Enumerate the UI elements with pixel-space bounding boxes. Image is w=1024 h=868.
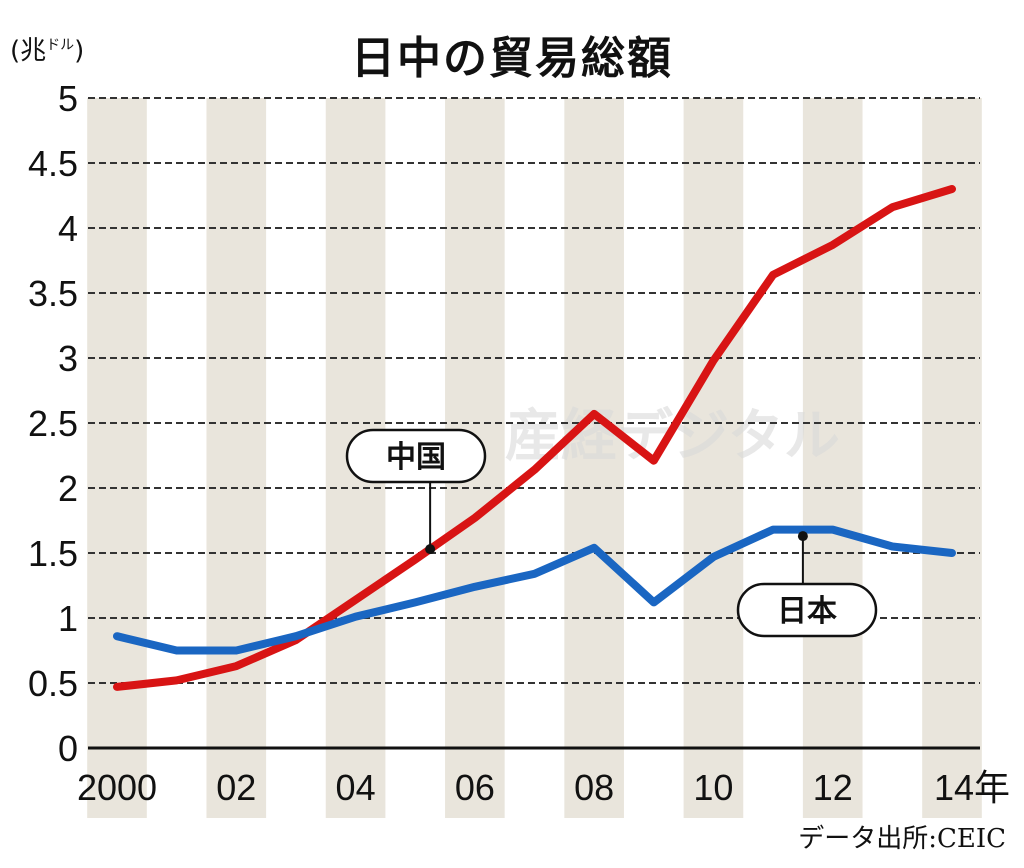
x-tick-label: 02	[216, 767, 256, 808]
y-tick-label: 2	[58, 468, 78, 509]
china-box	[345, 428, 487, 484]
stripe-band	[87, 98, 147, 818]
y-tick-label: 2.5	[28, 403, 78, 444]
x-tick-label: 2000	[77, 767, 157, 808]
unit-close: )	[74, 36, 85, 66]
y-tick-label: 0.5	[28, 663, 78, 704]
japan-marker	[797, 531, 808, 542]
china-marker	[425, 544, 436, 555]
y-tick-label: 5	[58, 78, 78, 119]
stripe-band	[802, 98, 863, 818]
y-tick-label: 1	[58, 598, 78, 639]
x-tick-label: 10	[693, 767, 733, 808]
x-tick-label: 12	[813, 767, 853, 808]
source-note: データ出所:CEIC	[798, 824, 1006, 854]
x-tick-label: 14年	[934, 767, 1010, 808]
china-label: 中国	[386, 440, 446, 475]
x-tick-label: 08	[574, 767, 614, 808]
y-tick-label: 3	[58, 338, 78, 379]
japan-label: 日本	[777, 594, 837, 629]
y-axis-unit: (兆ドル)	[10, 30, 84, 67]
y-tick-label: 3.5	[28, 273, 78, 314]
stripe-band	[564, 98, 624, 818]
stripe-band	[683, 98, 744, 818]
unit-main: (兆	[10, 36, 47, 66]
stripe-band	[206, 98, 267, 818]
y-tick-label: 1.5	[28, 533, 78, 574]
x-tick-label: 04	[336, 767, 376, 808]
y-tick-label: 0	[58, 728, 78, 769]
japan-box	[736, 582, 878, 638]
x-tick-label: 06	[455, 767, 495, 808]
chart-title: 日中の貿易総額	[351, 33, 673, 84]
y-tick-label: 4	[58, 208, 78, 249]
y-tick-label: 4.5	[28, 143, 78, 184]
stripe-band	[922, 98, 982, 818]
unit-sup: ドル	[46, 37, 75, 54]
